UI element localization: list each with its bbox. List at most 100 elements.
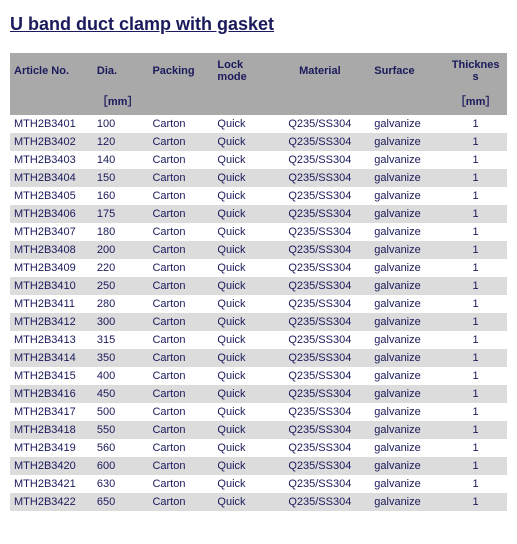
cell-article: MTH2B3415 xyxy=(10,367,93,385)
cell-thickness: 1 xyxy=(444,349,507,367)
table-header: Article No. Dia. Packing Lock mode Mater… xyxy=(10,53,507,115)
cell-dia: 140 xyxy=(93,151,149,169)
cell-lock: Quick xyxy=(213,295,269,313)
cell-article: MTH2B3420 xyxy=(10,457,93,475)
col-sub-surface xyxy=(370,89,444,115)
col-header-packing: Packing xyxy=(148,53,213,89)
cell-surface: galvanize xyxy=(370,115,444,133)
cell-lock: Quick xyxy=(213,241,269,259)
table-row: MTH2B3408200CartonQuickQ235/SS304galvani… xyxy=(10,241,507,259)
cell-article: MTH2B3401 xyxy=(10,115,93,133)
table-row: MTH2B3420600CartonQuickQ235/SS304galvani… xyxy=(10,457,507,475)
cell-surface: galvanize xyxy=(370,331,444,349)
cell-dia: 500 xyxy=(93,403,149,421)
cell-material: Q235/SS304 xyxy=(269,475,370,493)
cell-article: MTH2B3404 xyxy=(10,169,93,187)
cell-dia: 600 xyxy=(93,457,149,475)
cell-surface: galvanize xyxy=(370,223,444,241)
cell-dia: 180 xyxy=(93,223,149,241)
cell-surface: galvanize xyxy=(370,421,444,439)
col-header-material: Material xyxy=(269,53,370,89)
cell-material: Q235/SS304 xyxy=(269,385,370,403)
cell-surface: galvanize xyxy=(370,277,444,295)
table-row: MTH2B3414350CartonQuickQ235/SS304galvani… xyxy=(10,349,507,367)
cell-packing: Carton xyxy=(148,169,213,187)
cell-thickness: 1 xyxy=(444,313,507,331)
cell-lock: Quick xyxy=(213,457,269,475)
table-row: MTH2B3419560CartonQuickQ235/SS304galvani… xyxy=(10,439,507,457)
cell-surface: galvanize xyxy=(370,313,444,331)
cell-article: MTH2B3406 xyxy=(10,205,93,223)
cell-article: MTH2B3407 xyxy=(10,223,93,241)
cell-lock: Quick xyxy=(213,169,269,187)
cell-surface: galvanize xyxy=(370,475,444,493)
cell-article: MTH2B3419 xyxy=(10,439,93,457)
spec-table: Article No. Dia. Packing Lock mode Mater… xyxy=(10,53,507,511)
table-row: MTH2B3413315CartonQuickQ235/SS304galvani… xyxy=(10,331,507,349)
cell-thickness: 1 xyxy=(444,259,507,277)
cell-packing: Carton xyxy=(148,295,213,313)
table-body: MTH2B3401100CartonQuickQ235/SS304galvani… xyxy=(10,115,507,511)
cell-article: MTH2B3411 xyxy=(10,295,93,313)
col-sub-lock xyxy=(213,89,269,115)
cell-thickness: 1 xyxy=(444,457,507,475)
cell-packing: Carton xyxy=(148,133,213,151)
cell-article: MTH2B3418 xyxy=(10,421,93,439)
table-row: MTH2B3417500CartonQuickQ235/SS304galvani… xyxy=(10,403,507,421)
table-row: MTH2B3406175CartonQuickQ235/SS304galvani… xyxy=(10,205,507,223)
cell-article: MTH2B3409 xyxy=(10,259,93,277)
cell-material: Q235/SS304 xyxy=(269,223,370,241)
cell-packing: Carton xyxy=(148,115,213,133)
page-title: U band duct clamp with gasket xyxy=(10,14,507,35)
cell-material: Q235/SS304 xyxy=(269,205,370,223)
cell-dia: 280 xyxy=(93,295,149,313)
table-row: MTH2B3415400CartonQuickQ235/SS304galvani… xyxy=(10,367,507,385)
cell-lock: Quick xyxy=(213,421,269,439)
cell-packing: Carton xyxy=(148,385,213,403)
col-header-article: Article No. xyxy=(10,53,93,89)
cell-lock: Quick xyxy=(213,349,269,367)
table-row: MTH2B3407180CartonQuickQ235/SS304galvani… xyxy=(10,223,507,241)
col-sub-material xyxy=(269,89,370,115)
cell-material: Q235/SS304 xyxy=(269,151,370,169)
cell-thickness: 1 xyxy=(444,277,507,295)
cell-surface: galvanize xyxy=(370,295,444,313)
cell-dia: 120 xyxy=(93,133,149,151)
cell-dia: 100 xyxy=(93,115,149,133)
cell-surface: galvanize xyxy=(370,151,444,169)
cell-article: MTH2B3416 xyxy=(10,385,93,403)
table-row: MTH2B3416450CartonQuickQ235/SS304galvani… xyxy=(10,385,507,403)
cell-article: MTH2B3408 xyxy=(10,241,93,259)
cell-surface: galvanize xyxy=(370,259,444,277)
cell-material: Q235/SS304 xyxy=(269,313,370,331)
cell-packing: Carton xyxy=(148,475,213,493)
cell-surface: galvanize xyxy=(370,385,444,403)
cell-thickness: 1 xyxy=(444,475,507,493)
cell-thickness: 1 xyxy=(444,223,507,241)
cell-article: MTH2B3403 xyxy=(10,151,93,169)
cell-packing: Carton xyxy=(148,313,213,331)
cell-thickness: 1 xyxy=(444,331,507,349)
cell-surface: galvanize xyxy=(370,187,444,205)
cell-thickness: 1 xyxy=(444,385,507,403)
cell-material: Q235/SS304 xyxy=(269,259,370,277)
cell-dia: 450 xyxy=(93,385,149,403)
cell-material: Q235/SS304 xyxy=(269,421,370,439)
cell-article: MTH2B3405 xyxy=(10,187,93,205)
cell-dia: 350 xyxy=(93,349,149,367)
cell-material: Q235/SS304 xyxy=(269,331,370,349)
cell-material: Q235/SS304 xyxy=(269,367,370,385)
cell-lock: Quick xyxy=(213,187,269,205)
cell-surface: galvanize xyxy=(370,133,444,151)
cell-thickness: 1 xyxy=(444,169,507,187)
cell-dia: 150 xyxy=(93,169,149,187)
cell-dia: 400 xyxy=(93,367,149,385)
cell-packing: Carton xyxy=(148,403,213,421)
cell-lock: Quick xyxy=(213,475,269,493)
cell-lock: Quick xyxy=(213,403,269,421)
cell-thickness: 1 xyxy=(444,133,507,151)
cell-material: Q235/SS304 xyxy=(269,349,370,367)
cell-lock: Quick xyxy=(213,331,269,349)
cell-packing: Carton xyxy=(148,205,213,223)
table-row: MTH2B3405160CartonQuickQ235/SS304galvani… xyxy=(10,187,507,205)
